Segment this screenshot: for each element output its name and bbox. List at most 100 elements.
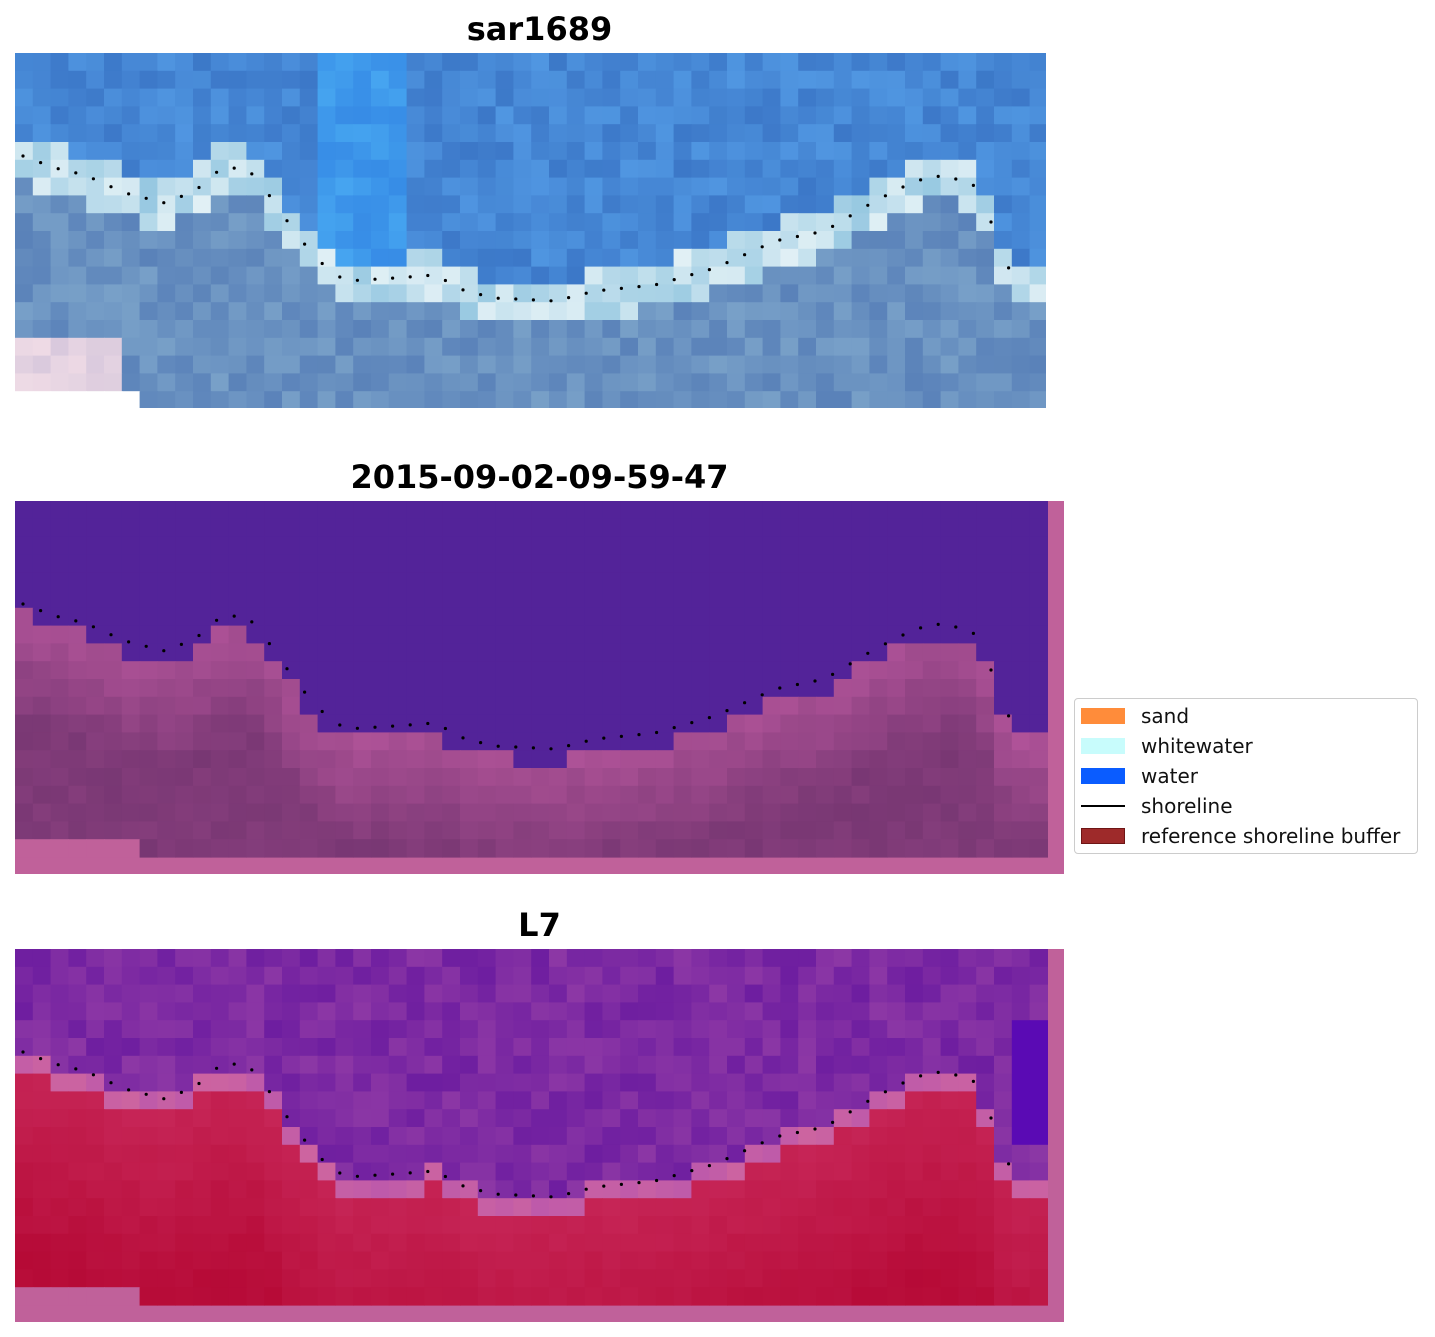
index-cell bbox=[32, 1073, 52, 1092]
index-cell bbox=[104, 1127, 123, 1146]
rgb-cell bbox=[15, 337, 34, 357]
index-cell bbox=[406, 1073, 425, 1092]
rgb-cell bbox=[460, 53, 479, 72]
shoreline-point bbox=[197, 633, 201, 638]
class-cell bbox=[15, 750, 34, 769]
class-cell bbox=[15, 572, 34, 591]
class-cell bbox=[709, 661, 728, 680]
class-cell bbox=[744, 554, 764, 573]
index-cell bbox=[68, 1020, 87, 1039]
index-cell bbox=[175, 1251, 194, 1270]
shoreline-point bbox=[496, 296, 500, 300]
rgb-cell bbox=[798, 391, 817, 408]
rgb-cell bbox=[780, 53, 799, 72]
index-cell bbox=[193, 1180, 212, 1199]
class-cell bbox=[744, 572, 764, 591]
rgb-cell bbox=[317, 88, 336, 107]
class-cell bbox=[905, 821, 924, 840]
rgb-cell bbox=[246, 266, 265, 285]
index-cell bbox=[905, 1127, 924, 1146]
class-cell bbox=[762, 572, 781, 591]
class-cell bbox=[620, 696, 639, 716]
index-cell bbox=[121, 1180, 141, 1199]
class-cell bbox=[406, 625, 425, 644]
rgb-cell bbox=[139, 337, 158, 357]
rgb-cell bbox=[477, 355, 497, 374]
class-cell bbox=[851, 501, 870, 520]
index-cell bbox=[709, 1002, 728, 1021]
rgb-cell bbox=[139, 266, 158, 285]
index-cell bbox=[851, 1198, 870, 1217]
index-cell bbox=[1011, 1144, 1031, 1164]
rgb-cell bbox=[584, 391, 603, 408]
class-cell bbox=[869, 554, 888, 573]
class-cell bbox=[193, 785, 212, 805]
index-cell bbox=[620, 1038, 639, 1057]
index-cell bbox=[744, 1216, 764, 1235]
index-cell bbox=[1029, 1233, 1048, 1253]
index-cell bbox=[264, 1233, 283, 1253]
shoreline-point bbox=[954, 177, 958, 181]
class-cell bbox=[246, 661, 265, 680]
index-cell bbox=[193, 1020, 212, 1039]
class-cell bbox=[602, 643, 621, 662]
index-cell bbox=[246, 1002, 265, 1021]
index-cell bbox=[798, 1038, 817, 1057]
index-cell bbox=[121, 1144, 141, 1164]
class-cell bbox=[68, 714, 87, 733]
rgb-cell bbox=[709, 106, 728, 125]
class-cell bbox=[673, 554, 692, 573]
class-cell bbox=[121, 750, 141, 769]
class-cell bbox=[104, 536, 123, 555]
class-cell bbox=[15, 643, 34, 662]
index-cell bbox=[940, 1020, 959, 1039]
rgb-cell bbox=[210, 159, 230, 179]
index-cell bbox=[727, 1127, 746, 1146]
rgb-cell bbox=[104, 53, 123, 72]
index-cell bbox=[887, 1002, 906, 1021]
index-cell bbox=[531, 1091, 550, 1110]
index-cell bbox=[139, 1073, 158, 1092]
index-cell bbox=[86, 1180, 105, 1199]
index-cell bbox=[371, 1251, 390, 1270]
shoreline-point bbox=[760, 245, 764, 249]
index-cell bbox=[388, 1109, 408, 1128]
class-cell bbox=[798, 572, 817, 591]
rgb-cell bbox=[246, 53, 265, 72]
rgb-cell bbox=[264, 177, 283, 196]
index-cell bbox=[513, 1038, 532, 1057]
class-cell bbox=[638, 572, 657, 591]
index-cell bbox=[833, 966, 853, 986]
index-cell bbox=[371, 1162, 390, 1181]
index-cell bbox=[50, 1073, 69, 1092]
index-cell bbox=[602, 1233, 621, 1253]
class-cell bbox=[353, 572, 372, 591]
class-cell bbox=[851, 803, 870, 822]
class-cell bbox=[1011, 785, 1031, 805]
shoreline-point bbox=[602, 736, 606, 740]
rgb-cell bbox=[762, 337, 781, 357]
index-cell bbox=[15, 1073, 34, 1092]
rgb-cell bbox=[602, 88, 621, 107]
class-cell bbox=[15, 536, 34, 555]
rgb-cell bbox=[371, 213, 390, 232]
index-cell bbox=[709, 1269, 728, 1288]
shoreline-point bbox=[1007, 714, 1011, 718]
class-cell bbox=[317, 696, 336, 716]
rgb-cell bbox=[638, 373, 657, 392]
index-cell bbox=[157, 1109, 176, 1128]
rgb-cell bbox=[495, 337, 514, 357]
class-cell bbox=[851, 785, 870, 805]
index-cell bbox=[584, 1251, 603, 1270]
index-cell bbox=[175, 1180, 194, 1199]
class-cell bbox=[424, 554, 443, 573]
class-cell bbox=[104, 732, 123, 751]
index-cell bbox=[175, 1073, 194, 1092]
rgb-cell bbox=[780, 88, 799, 107]
rgb-cell bbox=[388, 195, 408, 214]
class-cell bbox=[371, 501, 390, 520]
index-cell bbox=[1029, 1216, 1048, 1235]
index-cell bbox=[175, 1216, 194, 1235]
class-cell bbox=[780, 643, 799, 662]
shoreline-point bbox=[285, 1115, 289, 1119]
